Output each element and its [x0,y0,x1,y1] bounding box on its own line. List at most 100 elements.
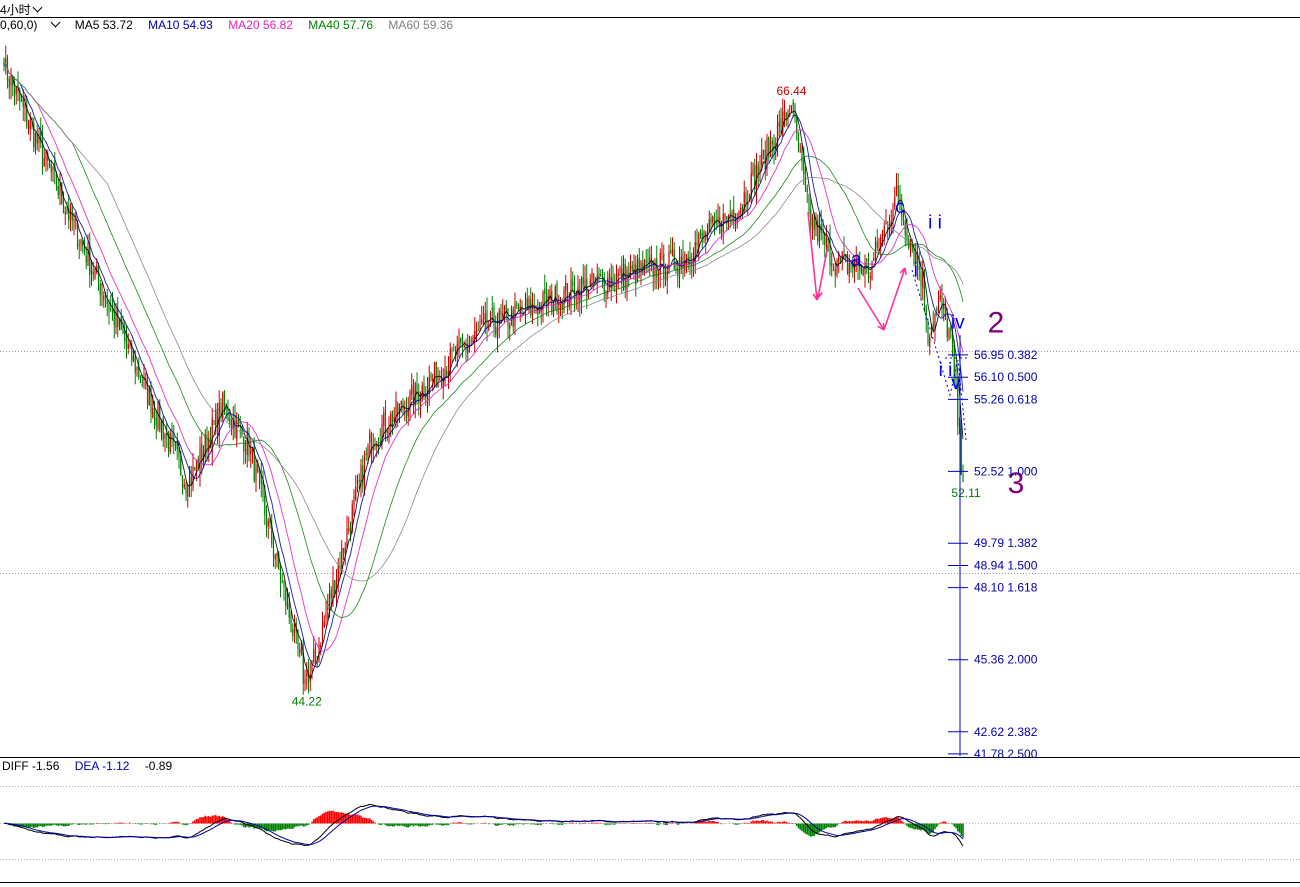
candle-body [696,242,698,246]
candle-body [48,163,51,167]
candle-body [699,230,702,235]
candle-body [601,277,604,280]
candle-body [377,442,380,444]
candle-body [647,261,649,264]
fibonacci-layer: 56.95 0.382 56.10 0.500 55.26 0.618 52.52 1… [948,335,1038,761]
candle-body [449,348,451,374]
candle-body [8,78,10,88]
candle-body [475,330,478,335]
candle-body [171,433,173,439]
candle-body [545,292,548,307]
candle-body [276,552,278,557]
candle-body [890,221,892,227]
candle-body [349,527,352,532]
candle-body [463,345,465,348]
candle-body [323,620,325,628]
candle-body [283,583,285,587]
candle-body [803,159,805,175]
candle-body [922,270,924,289]
candle-body [414,382,416,406]
candle-body [806,187,808,192]
candle-body [745,193,747,204]
legend-ma40: MA40 57.76 [308,18,373,32]
candle-body [15,87,17,95]
candle-body [687,256,689,260]
candle-body [155,417,157,426]
candle-body [24,105,26,109]
candle-body [649,257,651,265]
candle-body [747,202,749,206]
fib-level-label: 41.78 2.500 [974,747,1038,761]
candle-body [892,210,894,221]
candle-body [141,384,143,386]
candle-body [314,647,317,657]
candle-body [517,304,520,310]
candle-body [521,309,523,312]
candle-body [738,210,740,218]
candle-body [843,250,845,253]
candle-body [19,90,21,102]
candle-body [356,480,359,484]
candle-body [160,421,163,434]
legend-ma60: MA60 59.36 [388,18,454,32]
candle-body [202,453,205,460]
candle-body [568,301,570,307]
candle-body [145,378,147,380]
candle-body [776,124,779,146]
candle-body [813,218,815,231]
candle-body [439,376,441,378]
candle-body [244,449,247,452]
candle-body [33,123,35,148]
candle-body [761,150,763,165]
fib-level-label: 55.26 0.618 [974,392,1038,406]
period-selector[interactable]: 4小时 [0,1,43,18]
candle-body [255,464,257,482]
candle-body [731,212,733,217]
candle-body [453,349,455,351]
candle-body [150,390,152,414]
candle-body [948,328,950,341]
candle-body [671,249,674,257]
candle-body [164,434,166,439]
candle-body [66,210,68,213]
candle-body [799,150,801,152]
candle-body [167,433,170,452]
candle-body [342,548,345,553]
candle-body [944,307,947,316]
candle-body [50,164,52,173]
candle-body [383,412,385,426]
candle-body [853,264,856,272]
candle-body [143,376,145,381]
candle-body [47,153,49,161]
candle-body [388,429,390,434]
candle-body [311,661,313,672]
candle-body [447,370,450,375]
candle-body [195,459,198,473]
candle-body [565,282,567,291]
candle-body [188,477,191,485]
candle-body [934,312,936,332]
candle-body [96,265,98,273]
candle-body [869,276,871,278]
candle-body [136,367,138,371]
candle-body [299,649,301,653]
candle-body [43,158,45,167]
candle-body [932,323,934,329]
candle-body [838,253,840,263]
candle-body [146,380,149,405]
candle-body [395,399,397,420]
candle-body [306,673,308,677]
candle-body [736,219,738,223]
candle-body [454,349,457,358]
candle-body [507,308,509,327]
candle-body [68,208,70,221]
candle-body [437,375,439,388]
candle-body [365,453,367,456]
candle-body [642,263,644,274]
candle-body [717,216,719,222]
candle-body [797,131,800,150]
candle-body [694,241,696,263]
candle-body [73,219,75,222]
